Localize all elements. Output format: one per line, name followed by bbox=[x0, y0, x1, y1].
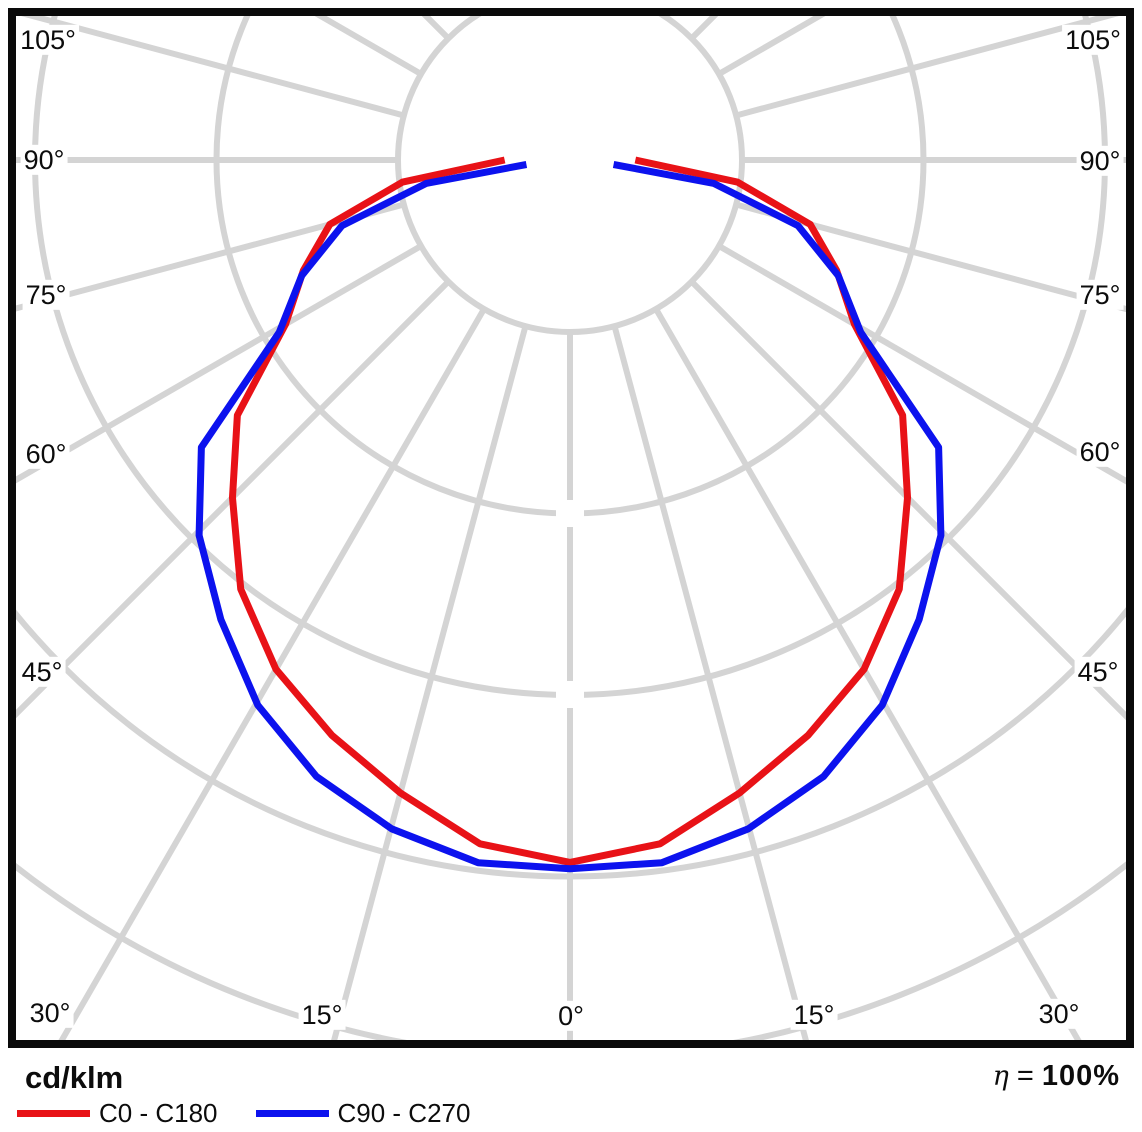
legend-label-c0-c180: C0 - C180 bbox=[99, 1097, 218, 1128]
angle-label: 45° bbox=[18, 656, 66, 688]
equals-sign: = bbox=[1016, 1060, 1034, 1092]
angle-spoke bbox=[16, 243, 423, 484]
efficiency-readout: η = 100% bbox=[993, 1060, 1120, 1093]
angle-label: 60° bbox=[22, 438, 70, 470]
angle-spoke bbox=[331, 325, 529, 1040]
angle-label: 15° bbox=[790, 999, 838, 1031]
intensity-ring bbox=[395, 16, 745, 335]
angle-label: 45° bbox=[1074, 656, 1122, 688]
angle-spoke bbox=[735, 201, 1126, 313]
angle-label: 30° bbox=[1035, 998, 1083, 1030]
legend-item-c0-c180: C0 - C180 bbox=[17, 1098, 218, 1129]
legend-label-c90-c270: C90 - C270 bbox=[337, 1097, 471, 1128]
c0-c180-line-swatch bbox=[17, 1109, 90, 1117]
angle-label: 105° bbox=[17, 24, 79, 56]
angle-spoke bbox=[653, 307, 1082, 1040]
angle-spoke bbox=[689, 279, 1126, 721]
angle-label: 90° bbox=[20, 144, 68, 176]
eta-symbol: η bbox=[992, 1061, 1009, 1092]
angle-spoke bbox=[20, 16, 405, 119]
legend-item-c90-c270: C90 - C270 bbox=[255, 1097, 471, 1129]
angle-label: 60° bbox=[1076, 436, 1124, 468]
eta-equals bbox=[1009, 1060, 1017, 1092]
curve-c90-c270 bbox=[195, 161, 945, 873]
c90-c270-line-swatch bbox=[255, 1109, 329, 1117]
units-label: cd/klm bbox=[25, 1060, 124, 1095]
angle-label: 105° bbox=[1062, 24, 1124, 56]
grid-gap bbox=[556, 500, 584, 527]
angle-spoke bbox=[611, 325, 809, 1040]
angle-label: 30° bbox=[26, 997, 74, 1029]
angle-label: 0° bbox=[555, 1000, 587, 1032]
angle-label: 75° bbox=[1076, 279, 1124, 311]
angle-spoke bbox=[16, 279, 451, 719]
angle-spoke bbox=[58, 307, 487, 1040]
angle-label: 15° bbox=[298, 999, 346, 1031]
angle-spoke bbox=[735, 16, 1120, 119]
angle-label: 90° bbox=[1076, 145, 1124, 177]
eta-space bbox=[1034, 1060, 1042, 1092]
diagram-border bbox=[8, 8, 1134, 1048]
legend: C0 - C180 C90 - C270 bbox=[17, 1097, 471, 1129]
angle-label: 75° bbox=[22, 279, 70, 311]
angle-spoke bbox=[16, 201, 405, 312]
angle-spoke bbox=[717, 243, 1126, 485]
grid-gap bbox=[556, 681, 584, 708]
efficiency-value: 100% bbox=[1041, 1060, 1120, 1092]
